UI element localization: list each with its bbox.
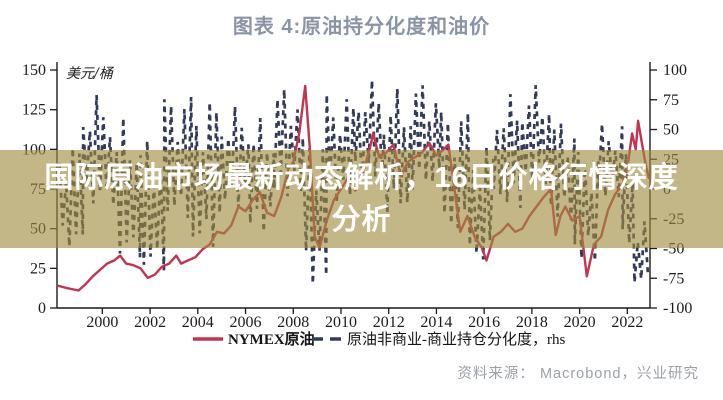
x-tick-label: 2018 (516, 314, 548, 331)
y-right-tick-label: -75 (663, 270, 684, 287)
y-right-tick-label: -100 (663, 300, 692, 317)
chart-legend: NYMEX原油 原油非商业-商业持仓分化度，rhs (193, 330, 565, 348)
x-tick-label: 2010 (325, 314, 357, 331)
y-left-tick-label: 25 (30, 260, 46, 277)
y-left-tick-label: 125 (22, 102, 46, 119)
x-tick-label: 2020 (564, 314, 596, 331)
chart-title: 图表 4:原油持分化度和油价 (232, 16, 491, 38)
x-tick-label: 2000 (86, 314, 118, 331)
x-tick-label: 2006 (230, 314, 262, 331)
y-left-unit-label: 美元/桶 (66, 66, 115, 82)
x-tick-label: 2002 (134, 314, 166, 331)
x-tick-label: 2022 (611, 314, 643, 331)
y-right-tick-label: 100 (663, 62, 687, 79)
x-tick-label: 2004 (182, 314, 214, 331)
series-position-diff-line (58, 80, 650, 284)
x-tick-label: 2012 (373, 314, 405, 331)
legend-label-position-diff: 原油非商业-商业持仓分化度，rhs (347, 331, 565, 348)
headline-line-1: 国际原油市场最新动态解析，16日价格行情深度 (44, 162, 679, 194)
y-left-tick-label: 150 (22, 62, 46, 79)
y-left-tick-label: 0 (38, 300, 46, 317)
x-tick-label: 2016 (468, 314, 500, 331)
headline-line-2: 分析 (331, 204, 392, 236)
headline-overlay-banner: 国际原油市场最新动态解析，16日价格行情深度 分析 (0, 150, 723, 248)
data-source-caption: 资料来源： Macrobond，兴业研究 (457, 366, 699, 382)
y-right-tick-label: 50 (663, 122, 679, 139)
legend-label-oil-price: NYMEX原油 (228, 330, 315, 348)
x-tick-label: 2014 (420, 314, 452, 331)
y-right-tick-label: 75 (663, 92, 679, 109)
x-tick-label: 2008 (277, 314, 309, 331)
